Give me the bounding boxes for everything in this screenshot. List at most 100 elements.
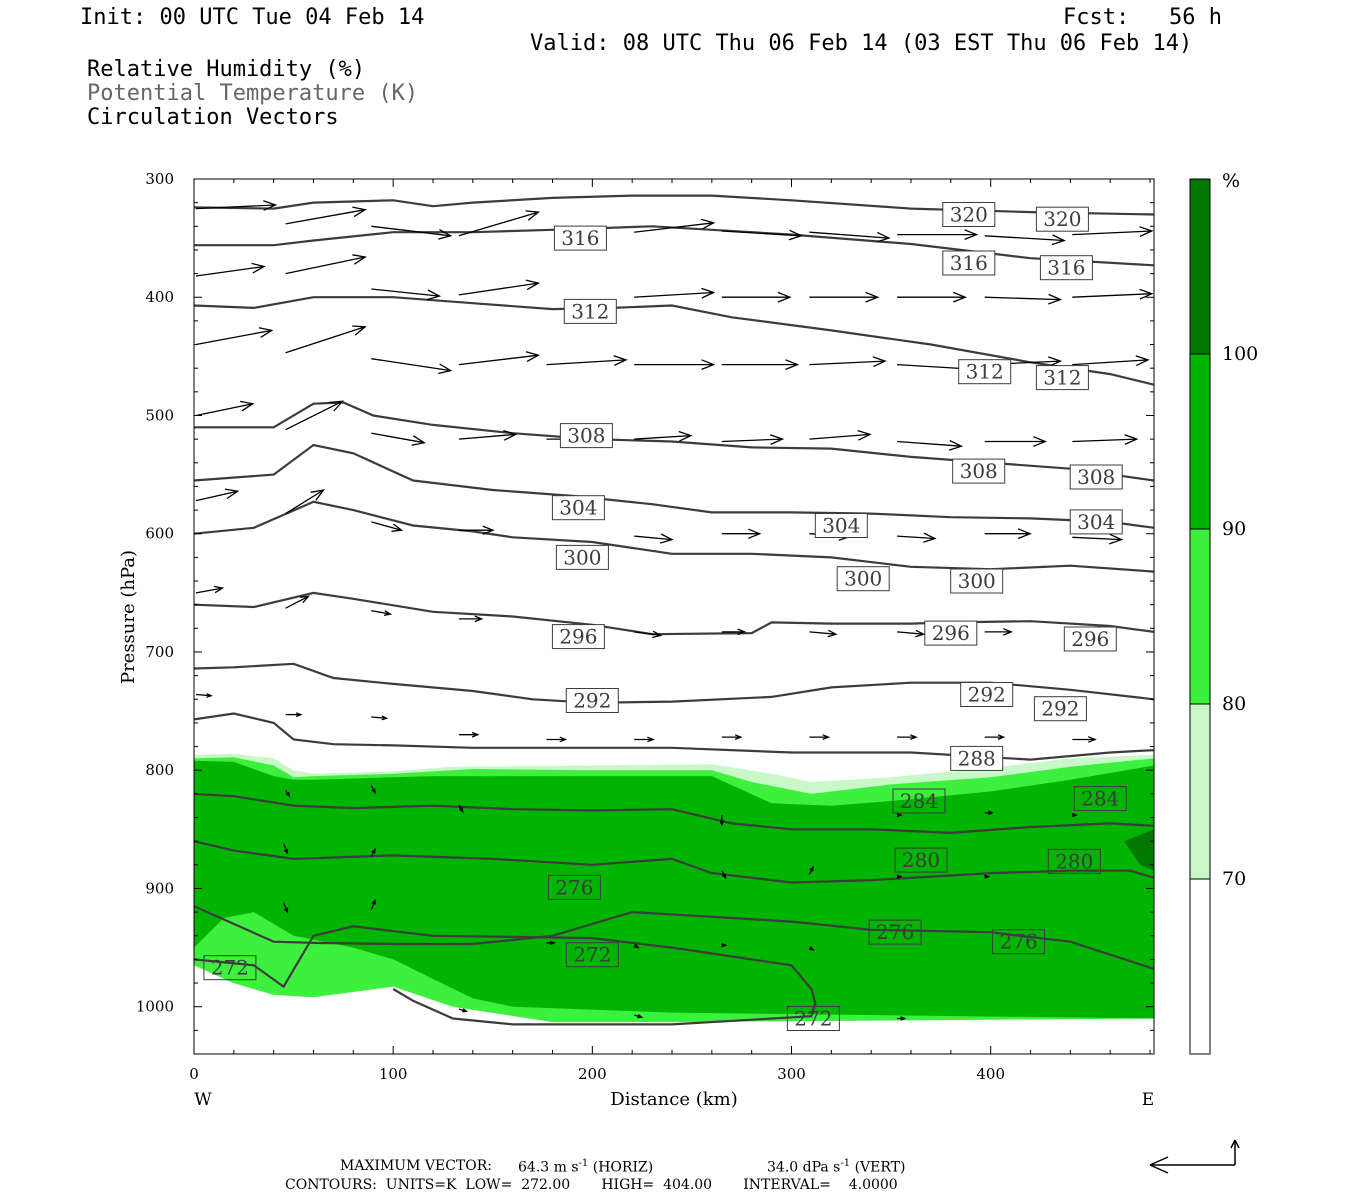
vector-arrow xyxy=(721,734,743,741)
contour-label-box xyxy=(563,298,617,324)
vector-arrow xyxy=(809,291,880,303)
vector-head xyxy=(652,630,663,639)
vector-head xyxy=(471,731,480,738)
contour-label: 316 xyxy=(553,225,607,251)
vector-arrow xyxy=(458,279,541,296)
contour-label-text: 312 xyxy=(571,299,609,323)
vector-head xyxy=(206,693,213,698)
contour-label-box xyxy=(547,874,601,900)
vector-arrow xyxy=(808,865,814,875)
vector-head xyxy=(371,847,376,854)
vector-head xyxy=(371,788,376,795)
x-tick-label: 400 xyxy=(976,1065,1005,1083)
vector-arrow xyxy=(1072,533,1124,545)
y-tick-label: 400 xyxy=(145,288,174,306)
vector-arrow xyxy=(1072,355,1150,367)
vector-shaft xyxy=(371,432,425,444)
vector-shaft xyxy=(546,359,627,366)
x-axis-east-label: E xyxy=(1142,1090,1154,1110)
vector-shaft xyxy=(1072,293,1152,298)
contour-label-text: 304 xyxy=(559,496,597,520)
contour-label: 308 xyxy=(559,423,613,449)
vector-arrow xyxy=(897,629,926,638)
vector-arrow xyxy=(808,946,815,951)
y-tick-label: 900 xyxy=(145,879,174,897)
vector-head xyxy=(613,355,628,366)
vector-head xyxy=(1071,812,1078,818)
vector-head xyxy=(637,1014,644,1019)
vector-arrow xyxy=(546,736,568,743)
vector-shaft xyxy=(371,288,440,297)
contour-label: 312 xyxy=(1035,365,1089,391)
vector-head xyxy=(857,429,872,441)
vector-arrow xyxy=(371,432,426,446)
vector-head xyxy=(952,291,967,303)
contour-label: 272 xyxy=(786,1006,840,1031)
vector-head xyxy=(785,359,800,371)
vector-head xyxy=(1109,533,1124,545)
contour-label: 280 xyxy=(1047,848,1101,874)
colorbar-segment xyxy=(1190,354,1210,529)
vector-shaft xyxy=(634,291,714,298)
theta-contour-296 xyxy=(194,591,1154,636)
contour-label-text: 304 xyxy=(1077,510,1115,534)
vector-head xyxy=(896,812,903,818)
contour-label-text: 312 xyxy=(966,360,1004,384)
contour-label-text: 296 xyxy=(559,625,597,649)
axes: 300 400 500 600 700 800 900 1000 0 100 200 300 400 xyxy=(136,170,1154,1083)
contour-label: 308 xyxy=(1069,464,1123,490)
vector-arrow xyxy=(984,528,1032,540)
y-tick-label: 1000 xyxy=(136,998,174,1016)
vector-head xyxy=(997,734,1006,741)
vector-arrow xyxy=(195,400,255,417)
vector-shaft xyxy=(371,358,451,372)
vector-head xyxy=(822,734,831,741)
legend-vectors: Circulation Vectors xyxy=(87,105,339,130)
vector-arrow xyxy=(1072,288,1154,300)
forecast-hour: Fcst: 56 h xyxy=(1063,5,1222,30)
vector-head xyxy=(283,907,289,914)
contour-label: 300 xyxy=(950,568,1004,594)
vector-head xyxy=(411,435,426,446)
contour-label-box xyxy=(992,929,1046,955)
vector-head xyxy=(809,865,814,872)
vector-head xyxy=(777,291,792,303)
theta-contour-300 xyxy=(194,500,1154,573)
vector-shaft xyxy=(897,535,935,540)
vector-head xyxy=(525,279,541,291)
contour-label-text: 292 xyxy=(1041,697,1079,721)
vector-head xyxy=(1003,628,1013,636)
contour-label-box xyxy=(553,225,607,251)
contour-label: 272 xyxy=(565,942,619,968)
theta-contour-320 xyxy=(194,194,1154,216)
contour-label: 284 xyxy=(892,788,946,814)
vector-shaft xyxy=(984,235,1065,242)
contour-label-box xyxy=(551,624,605,650)
vector-arrow xyxy=(285,400,344,431)
contour-label-box xyxy=(814,513,868,538)
theta-contour-272 xyxy=(194,925,817,1026)
contour-label-box xyxy=(942,202,996,227)
vector-arrow xyxy=(458,731,480,738)
vector-head xyxy=(678,430,693,442)
contour-label-box xyxy=(555,544,609,570)
contour-label-text: 300 xyxy=(958,569,996,593)
vector-arrow xyxy=(896,874,903,879)
contour-label-box xyxy=(924,620,978,646)
contour-label-text: 316 xyxy=(561,226,599,250)
colorbar-segment xyxy=(1190,704,1210,879)
vector-arrow xyxy=(195,327,274,346)
contour-label-box xyxy=(960,682,1014,707)
vector-arrow xyxy=(458,525,495,535)
vector-arrow xyxy=(1072,434,1139,445)
vector-arrow xyxy=(282,843,289,855)
rh-shading xyxy=(194,753,1154,1023)
contour-label-text: 320 xyxy=(950,203,988,227)
theta-contour-304 xyxy=(194,443,1154,529)
plot-frame xyxy=(193,178,1155,1055)
vector-head xyxy=(719,820,725,827)
vector-head xyxy=(474,615,484,623)
vector-head xyxy=(462,1008,469,1013)
contour-label: 276 xyxy=(992,929,1046,955)
vector-arrow xyxy=(285,489,325,515)
